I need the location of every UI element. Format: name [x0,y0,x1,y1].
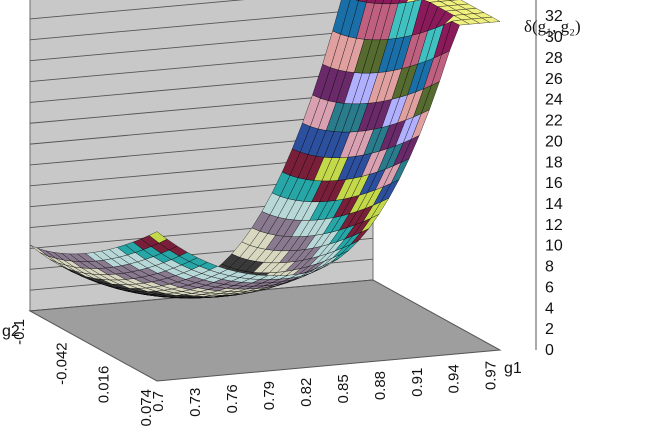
z-tick-label: 8 [545,259,554,276]
z-gridline [29,70,374,103]
surface-cell [382,0,393,4]
z-tick-label: 24 [545,92,563,109]
x-tick-label: 0.76 [224,384,241,413]
y-tick-label: 0.016 [96,366,113,404]
surface-mesh [29,0,501,299]
x-tick-label: 0.97 [483,361,500,390]
x-tick-label: 0.91 [409,368,426,397]
z-tick-label: 0 [545,342,554,359]
x-tick-label: 0.85 [335,374,352,403]
z-tick-label: 6 [545,279,554,296]
z-tick-label: 20 [545,133,563,150]
y-tick-label: 0.074 [138,389,155,427]
surface-cell [366,0,376,4]
z-tick-label: 18 [545,154,563,171]
y-tick-label: -0.1 [11,319,28,345]
z-tick-label: 22 [545,113,563,130]
z-gridline [29,0,245,20]
z-tick-label: 10 [545,238,563,255]
y-axis-ticks: -0.1 -0.042 0.016 0.074 [11,319,155,427]
chart-title: δ(g₁, g₂) [524,17,581,36]
x-tick-label: 0.94 [446,364,463,393]
floor-plane [28,279,502,382]
surface-cell [481,16,501,23]
x-tick-label: 0.88 [372,371,389,400]
x-tick-label: 0.79 [261,381,278,410]
z-gridline [29,29,374,62]
z-tick-label: 2 [545,321,554,338]
surface-cell [355,0,359,1]
y-axis-label: g2 [2,323,20,340]
z-tick-label: 4 [545,300,554,317]
surface-cell [390,0,401,4]
z-gridline [29,8,374,41]
z-tick-label: 14 [545,196,563,213]
z-tick-label: 12 [545,217,563,234]
surface-cell [374,0,384,4]
z-tick-label: 30 [545,29,563,46]
z-tick-label: 26 [545,71,563,88]
x-tick-label: 0.82 [298,378,315,407]
z-tick-label: 16 [545,175,563,192]
y-tick-label: -0.042 [53,342,70,385]
surface-cell [397,0,409,4]
x-tick-label: 0.7 [150,391,167,412]
x-axis-ticks: 0.7 0.73 0.76 0.79 0.82 0.85 0.88 0.91 0.94 0.97 [150,361,500,417]
z-tick-label: 32 [545,8,563,25]
x-tick-label: 0.73 [187,388,204,417]
surface-cell [405,0,416,3]
surface-cell [414,0,420,2]
chart-floor [28,279,502,382]
z-tick-label: 28 [545,50,563,67]
surface-cell [358,0,368,3]
x-axis-label: g1 [504,360,522,377]
z-gridline [29,50,374,82]
